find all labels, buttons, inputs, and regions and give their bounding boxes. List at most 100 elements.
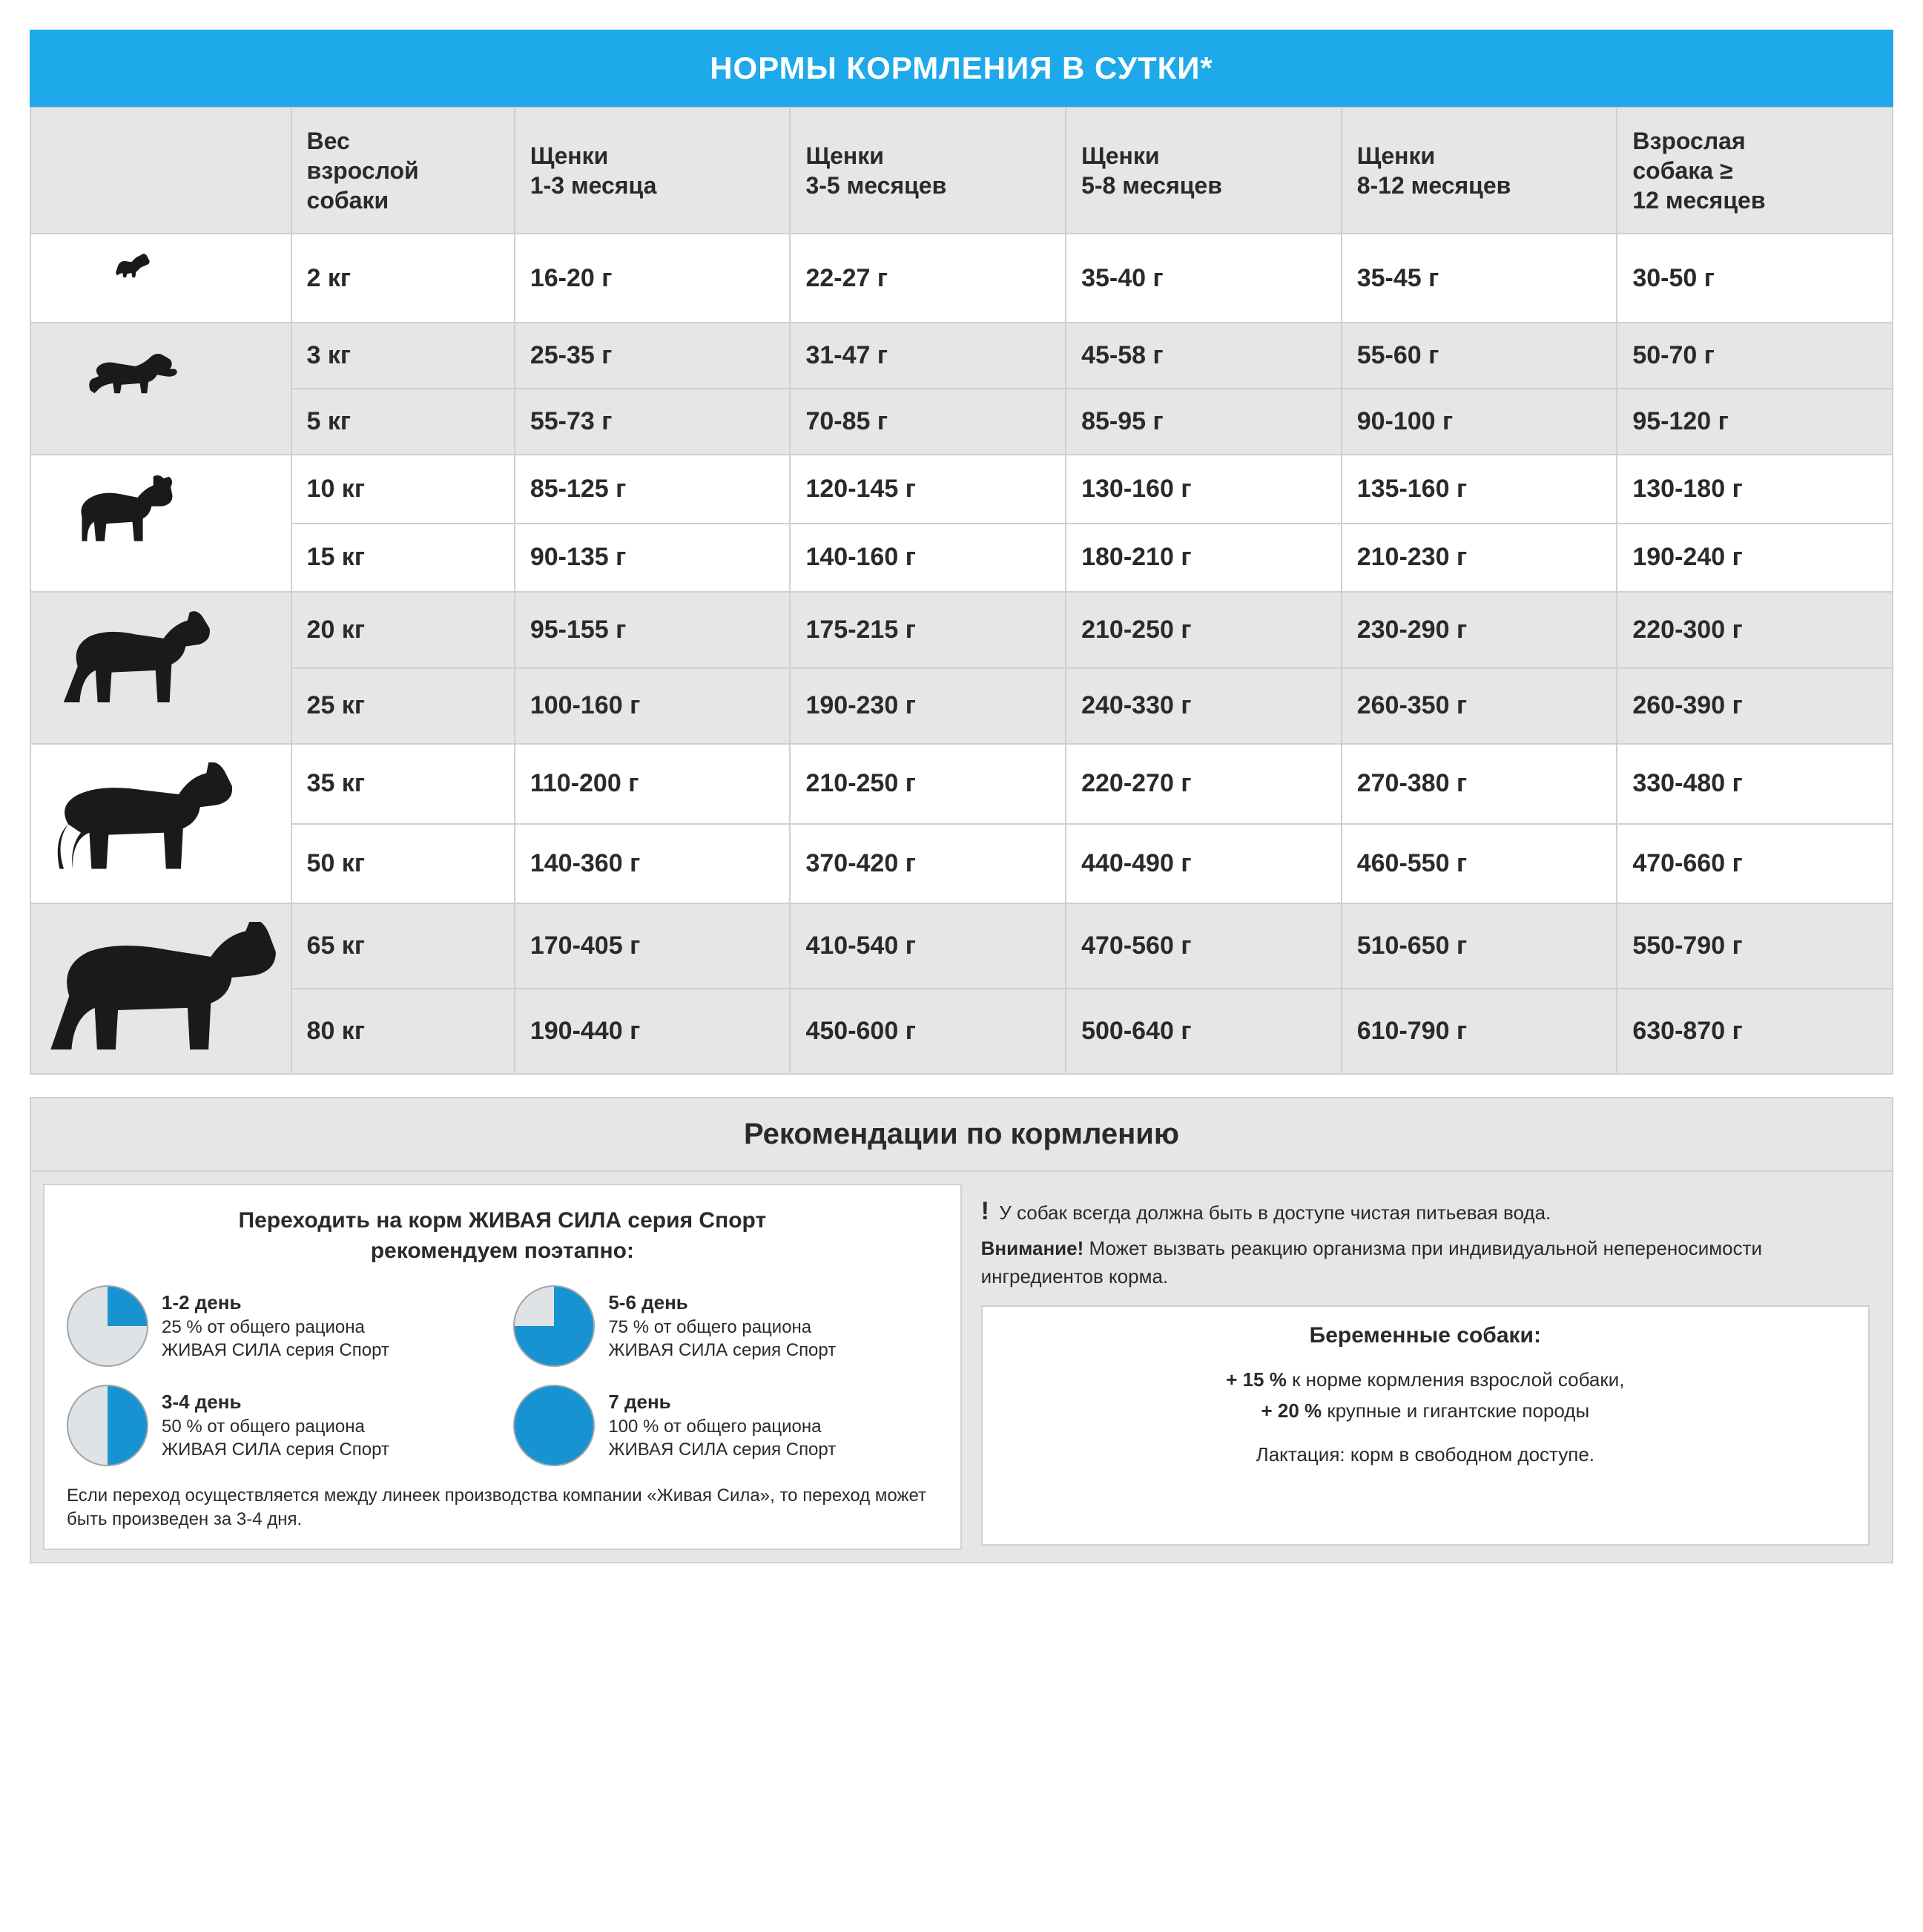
dog-s-icon (86, 348, 235, 429)
value-cell: 470-660 г (1617, 824, 1893, 904)
col-header: Щенки8-12 месяцев (1342, 108, 1617, 234)
weight-cell: 3 кг (291, 323, 515, 389)
dog-l-icon (56, 610, 265, 725)
table-row: 5 кг55-73 г70-85 г85-95 г90-100 г95-120 … (30, 389, 1893, 455)
value-cell: 220-270 г (1066, 744, 1342, 824)
value-cell: 510-650 г (1342, 903, 1617, 989)
value-cell: 450-600 г (790, 989, 1066, 1074)
transition-pie-grid: 1-2 день25 % от общего рационаЖИВАЯ СИЛА… (67, 1285, 938, 1466)
transition-step-text: 7 день100 % от общего рационаЖИВАЯ СИЛА … (608, 1390, 836, 1461)
value-cell: 50-70 г (1617, 323, 1893, 389)
value-cell: 175-215 г (790, 592, 1066, 668)
dog-silhouette-cell (30, 323, 291, 455)
value-cell: 180-210 г (1066, 524, 1342, 593)
value-cell: 95-120 г (1617, 389, 1893, 455)
value-cell: 230-290 г (1342, 592, 1617, 668)
value-cell: 45-58 г (1066, 323, 1342, 389)
value-cell: 22-27 г (790, 234, 1066, 323)
value-cell: 130-160 г (1066, 455, 1342, 524)
table-row: 2 кг16-20 г22-27 г35-40 г35-45 г30-50 г (30, 234, 1893, 323)
col-header: Щенки5-8 месяцев (1066, 108, 1342, 234)
dog-silhouette-cell (30, 744, 291, 903)
value-cell: 330-480 г (1617, 744, 1893, 824)
col-header: Весвзрослойсобаки (291, 108, 515, 234)
value-cell: 140-160 г (790, 524, 1066, 593)
value-cell: 500-640 г (1066, 989, 1342, 1074)
value-cell: 190-230 г (790, 668, 1066, 745)
table-row: 35 кг110-200 г210-250 г220-270 г270-380 … (30, 744, 1893, 824)
value-cell: 190-440 г (515, 989, 791, 1074)
recommendations-section: Рекомендации по кормлению Переходить на … (30, 1097, 1893, 1563)
value-cell: 140-360 г (515, 824, 791, 904)
transition-step: 1-2 день25 % от общего рационаЖИВАЯ СИЛА… (67, 1285, 491, 1367)
dog-silhouette-cell (30, 903, 291, 1074)
weight-cell: 2 кг (291, 234, 515, 323)
value-cell: 190-240 г (1617, 524, 1893, 593)
value-cell: 70-85 г (790, 389, 1066, 455)
pregnant-panel: Беременные собаки: + 15 % к норме кормле… (981, 1305, 1870, 1545)
exclamation-icon: ! (981, 1197, 989, 1225)
weight-cell: 20 кг (291, 592, 515, 668)
weight-cell: 50 кг (291, 824, 515, 904)
dog-xl-icon (49, 762, 272, 885)
page-title: НОРМЫ КОРМЛЕНИЯ В СУТКИ* (30, 30, 1893, 107)
col-header: Взрослаясобака ≥12 месяцев (1617, 108, 1893, 234)
water-note: ! У собак всегда должна быть в доступе ч… (981, 1193, 1870, 1230)
lactation-note: Лактация: корм в свободном доступе. (1002, 1443, 1849, 1466)
feeding-table: ВесвзрослойсобакиЩенки1-3 месяцаЩенки3-5… (30, 107, 1893, 1075)
value-cell: 240-330 г (1066, 668, 1342, 745)
dog-silhouette-cell (30, 234, 291, 323)
value-cell: 120-145 г (790, 455, 1066, 524)
value-cell: 130-180 г (1617, 455, 1893, 524)
value-cell: 370-420 г (790, 824, 1066, 904)
transition-step: 7 день100 % от общего рационаЖИВАЯ СИЛА … (513, 1385, 937, 1466)
value-cell: 210-230 г (1342, 524, 1617, 593)
value-cell: 135-160 г (1342, 455, 1617, 524)
col-silhouette (30, 108, 291, 234)
table-row: 50 кг140-360 г370-420 г440-490 г460-550 … (30, 824, 1893, 904)
pie-icon (513, 1385, 595, 1466)
value-cell: 25-35 г (515, 323, 791, 389)
pie-icon (67, 1285, 148, 1367)
value-cell: 170-405 г (515, 903, 791, 989)
value-cell: 30-50 г (1617, 234, 1893, 323)
weight-cell: 10 кг (291, 455, 515, 524)
pregnant-title: Беременные собаки: (1002, 1323, 1849, 1348)
weight-cell: 25 кг (291, 668, 515, 745)
transition-step-text: 3-4 день50 % от общего рационаЖИВАЯ СИЛА… (162, 1390, 389, 1461)
value-cell: 270-380 г (1342, 744, 1617, 824)
weight-cell: 5 кг (291, 389, 515, 455)
value-cell: 410-540 г (790, 903, 1066, 989)
weight-cell: 35 кг (291, 744, 515, 824)
value-cell: 16-20 г (515, 234, 791, 323)
value-cell: 95-155 г (515, 592, 791, 668)
pie-icon (513, 1285, 595, 1367)
dog-silhouette-cell (30, 592, 291, 744)
table-row: 10 кг85-125 г120-145 г130-160 г135-160 г… (30, 455, 1893, 524)
transition-step: 3-4 день50 % от общего рационаЖИВАЯ СИЛА… (67, 1385, 491, 1466)
value-cell: 440-490 г (1066, 824, 1342, 904)
value-cell: 470-560 г (1066, 903, 1342, 989)
transition-title: Переходить на корм ЖИВАЯ СИЛА серия Спор… (67, 1206, 938, 1266)
col-header: Щенки3-5 месяцев (790, 108, 1066, 234)
value-cell: 460-550 г (1342, 824, 1617, 904)
value-cell: 55-60 г (1342, 323, 1617, 389)
transition-step: 5-6 день75 % от общего рационаЖИВАЯ СИЛА… (513, 1285, 937, 1367)
value-cell: 110-200 г (515, 744, 791, 824)
table-row: 3 кг25-35 г31-47 г45-58 г55-60 г50-70 г (30, 323, 1893, 389)
value-cell: 31-47 г (790, 323, 1066, 389)
value-cell: 85-95 г (1066, 389, 1342, 455)
table-row: 80 кг190-440 г450-600 г500-640 г610-790 … (30, 989, 1893, 1074)
attention-note: Внимание! Может вызвать реакцию организм… (981, 1235, 1870, 1290)
table-row: 25 кг100-160 г190-230 г240-330 г260-350 … (30, 668, 1893, 745)
dog-xs-icon (113, 252, 208, 304)
weight-cell: 15 кг (291, 524, 515, 593)
dog-m-icon (70, 473, 253, 573)
value-cell: 220-300 г (1617, 592, 1893, 668)
col-header: Щенки1-3 месяца (515, 108, 791, 234)
value-cell: 210-250 г (1066, 592, 1342, 668)
value-cell: 210-250 г (790, 744, 1066, 824)
table-row: 20 кг95-155 г175-215 г210-250 г230-290 г… (30, 592, 1893, 668)
feeding-guide: НОРМЫ КОРМЛЕНИЯ В СУТКИ* Весвзрослойсоба… (30, 30, 1893, 1563)
value-cell: 260-390 г (1617, 668, 1893, 745)
